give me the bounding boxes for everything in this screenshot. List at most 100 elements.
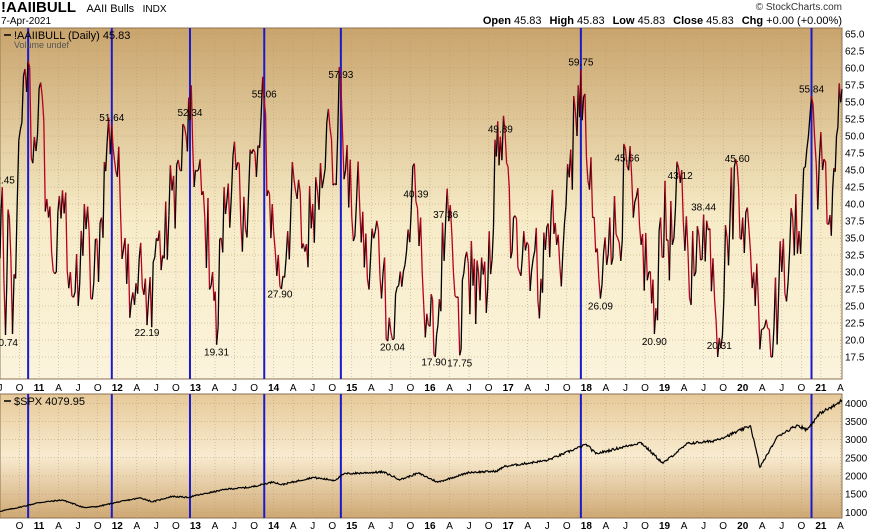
spx-series-line [0, 398, 843, 512]
bull-series-segment [6, 209, 9, 284]
x-tick-label: 12 [112, 383, 124, 394]
bull-series-segment [214, 291, 218, 345]
bull-series-segment [440, 222, 444, 312]
bull-series-segment [199, 159, 203, 195]
bull-series-segment [118, 146, 122, 208]
x-tick-label: J [545, 383, 550, 394]
bull-series-segment [419, 217, 423, 273]
ohlc-value: 45.83 [577, 15, 605, 27]
bull-series-segment [557, 234, 561, 266]
x-tick-label: A [681, 383, 688, 394]
bull-series-segment [451, 234, 455, 273]
x-tick-label: J [701, 383, 706, 394]
bull-series-segment [634, 196, 638, 203]
bull-series-segment [693, 271, 697, 277]
bull-series-segment [562, 222, 566, 252]
x-tick-label: O [407, 383, 415, 394]
bull-series-segment [127, 243, 131, 318]
ohlc-value: 45.83 [514, 15, 542, 27]
bull-series-segment [690, 231, 694, 305]
bull-panel-bg [0, 27, 843, 380]
bull-series-segment [681, 170, 684, 222]
bull-series-segment [517, 267, 521, 273]
bull-series-segment [426, 313, 430, 326]
data-label: 59.75 [568, 58, 593, 69]
bull-legend-title: !AAIIBULL (Daily) 45.83 [14, 30, 130, 42]
bull-series-segment [475, 260, 478, 325]
bull-series-segment [283, 258, 287, 278]
bull-series-segment [527, 245, 531, 292]
bull-series-segment [264, 113, 268, 197]
bull-series-segment [460, 279, 464, 350]
data-label: 20.74 [0, 338, 18, 349]
bull-series-segment [685, 216, 689, 252]
bull-series-segment [21, 75, 25, 123]
bull-series-segment [782, 238, 786, 294]
bull-series-segment [0, 208, 2, 259]
x-tick-label: O [719, 383, 727, 394]
bull-series-segment [813, 137, 817, 164]
bull-series-segment [631, 176, 634, 218]
bull-series-segment [756, 263, 759, 300]
bull-series-segment [435, 324, 439, 335]
bull-series-segment [77, 283, 81, 307]
bull-series-segment [571, 95, 575, 190]
bull-series-segment [687, 251, 691, 298]
x-tick-label: J [467, 383, 472, 394]
x-tick-label: O [563, 383, 571, 394]
bull-series-segment [479, 257, 483, 301]
bull-series-segment [319, 163, 323, 189]
x-tick-label: J [154, 521, 159, 532]
bull-series-segment [787, 251, 791, 282]
bull-series-segment [720, 335, 724, 349]
bull-series-segment [452, 271, 456, 297]
y-tick-label: 17.5 [845, 353, 865, 364]
bull-series-segment [36, 88, 40, 135]
bull-series-segment [749, 251, 753, 289]
x-tick-label: A [368, 521, 375, 532]
data-label: 43.12 [668, 171, 693, 182]
bull-series-segment [373, 231, 376, 239]
bull-series-segment [713, 299, 717, 321]
bull-series-segment [724, 225, 728, 239]
data-label: 38.44 [691, 203, 716, 214]
bull-series-segment [695, 226, 699, 273]
bull-series-segment [308, 186, 312, 229]
bull-series-segment [405, 229, 409, 252]
bull-series-segment [393, 293, 397, 340]
bull-series-segment [168, 165, 172, 216]
x-tick-label: J [76, 521, 81, 532]
x-tick-label: O [250, 383, 258, 394]
bull-series-segment [349, 159, 353, 218]
data-label: 42.45 [0, 175, 15, 186]
bull-series-segment [97, 222, 101, 282]
x-tick-label: O [797, 383, 805, 394]
bull-series-segment [362, 211, 365, 268]
bull-series-segment [136, 258, 140, 294]
x-tick-label: 13 [190, 521, 202, 532]
bull-series-segment [629, 146, 633, 177]
bull-series-segment [596, 248, 600, 280]
bull-series-segment [202, 191, 206, 218]
bull-series-segment [215, 327, 219, 345]
bull-series-segment [606, 253, 609, 265]
data-label: 49.89 [488, 125, 513, 136]
bull-series-segment [515, 218, 519, 268]
bull-series-segment [7, 209, 11, 218]
bull-series-segment [717, 337, 720, 357]
spx-panel-bg [0, 393, 843, 519]
bull-series-segment [424, 313, 428, 338]
bull-series-segment [337, 66, 340, 136]
bull-series-segment [656, 230, 660, 321]
bull-series-segment [183, 126, 187, 137]
bull-series-segment [520, 257, 523, 276]
y-tick-label: 27.5 [845, 285, 865, 296]
bull-series-segment [263, 101, 267, 114]
watermark: © StockCharts.com [755, 2, 842, 13]
x-tick-label: O [94, 521, 102, 532]
bull-series-segment [40, 82, 43, 97]
data-label: 55.06 [252, 90, 277, 101]
bull-series-segment [709, 228, 713, 292]
bull-series-segment [830, 190, 834, 236]
